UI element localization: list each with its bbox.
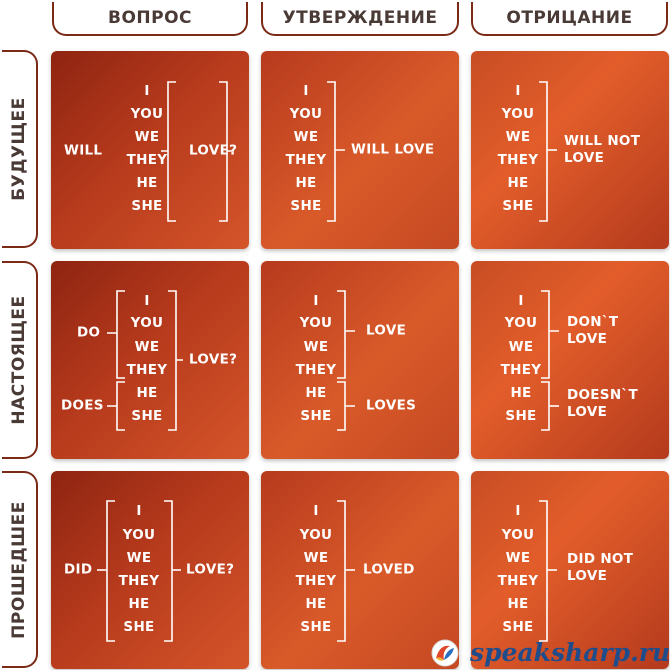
pronoun: THEY [285,152,327,168]
pronoun: YOU [130,315,164,331]
pronoun: I [313,503,319,519]
pronoun: HE [510,385,532,401]
pronoun: I [136,503,142,519]
cell-present-statement: I YOU WE THEY HE SHE LOVE LOVES [261,261,459,459]
pronoun: THEY [118,573,160,589]
verb-form: LOVE? [189,351,238,368]
pronoun: THEY [295,573,337,589]
cell-past-question: DID I YOU WE THEY HE SHE LOVE? [51,471,249,669]
pronoun: YOU [289,106,323,122]
pronoun: HE [507,175,529,191]
verb-form: DON`T LOVE [567,314,619,347]
speaksharp-logo-icon [431,639,459,667]
pronoun: YOU [130,106,164,122]
pronoun: THEY [126,152,168,168]
pronoun: HE [305,385,327,401]
pronoun: YOU [504,315,538,331]
aux-word: DO [77,324,101,341]
pronoun: WE [508,339,534,355]
pronoun: SHE [131,198,163,214]
pronoun: I [303,83,309,99]
pronoun: THEY [295,362,337,378]
cell-present-question: DO DOES I YOU WE THEY HE SHE LOVE? [51,261,249,459]
pronoun: YOU [299,315,333,331]
site-watermark[interactable]: speaksharp.ru [470,638,670,667]
pronoun: WE [303,550,329,566]
pronoun: HE [128,596,150,612]
verb-form: DOESN`T LOVE [567,387,638,420]
pronoun: SHE [502,198,534,214]
verb-form: WILL NOT LOVE [564,133,641,166]
pronoun: WE [126,550,152,566]
cell-future-question: WILL I YOU WE THEY HE SHE LOVE? [51,51,249,249]
pronoun: SHE [502,619,534,635]
pronoun: HE [136,385,158,401]
pronoun: I [144,293,150,309]
verb-form: LOVES [366,397,417,414]
pronoun: WE [303,339,329,355]
header-statement: УТВЕРЖДЕНИЕ [261,2,459,36]
pronoun: YOU [501,527,535,543]
pronoun: THEY [500,362,542,378]
pronoun: YOU [299,527,333,543]
pronoun: HE [295,175,317,191]
cell-future-statement: I YOU WE THEY HE SHE WILL LOVE [261,51,459,249]
bracket-lines [337,290,355,431]
pronoun: YOU [122,527,156,543]
pronoun: HE [305,596,327,612]
pronoun: I [515,503,521,519]
cell-past-negation: I YOU WE THEY HE SHE DID NOT LOVE [471,471,669,669]
pronoun: WE [134,129,160,145]
pronoun: WE [134,339,160,355]
cell-present-negation: I YOU WE THEY HE SHE DON`T LOVE DOESN`T … [471,261,669,459]
pronoun: THEY [497,152,539,168]
aux-word: WILL [64,142,103,159]
pronoun: SHE [505,408,537,424]
row-header-present: НАСТОЯЩЕЕ [2,261,38,459]
verb-form: LOVE? [189,142,238,159]
verb-form: DID NOT LOVE [567,551,634,584]
pronoun: I [515,83,521,99]
header-negation: ОТРИЦАНИЕ [471,2,668,36]
verb-form: LOVE [366,322,407,339]
pronoun: I [518,293,524,309]
pronoun: I [144,83,150,99]
row-header-past: ПРОШЕДШЕЕ [2,471,38,668]
header-question: ВОПРОС [52,2,248,36]
pronoun: SHE [290,198,322,214]
verb-form: WILL LOVE [351,141,435,158]
aux-word: DOES [61,397,104,414]
pronoun: WE [505,550,531,566]
bracket-lines [541,290,559,431]
verb-form: LOVE? [186,561,235,578]
pronoun: THEY [497,573,539,589]
pronoun: WE [505,129,531,145]
pronoun: YOU [501,106,535,122]
pronoun: SHE [123,619,155,635]
pronoun: I [313,293,319,309]
pronoun: SHE [300,619,332,635]
pronoun: SHE [131,408,163,424]
row-header-future: БУДУЩЕЕ [2,50,38,248]
pronoun: HE [507,596,529,612]
pronoun: SHE [300,408,332,424]
pronoun: WE [293,129,319,145]
aux-word: DID [64,561,93,578]
pronoun: HE [136,175,158,191]
verb-form: LOVED [363,561,415,578]
cell-future-negation: I YOU WE THEY HE SHE WILL NOT LOVE [471,51,669,249]
pronoun: THEY [126,362,168,378]
